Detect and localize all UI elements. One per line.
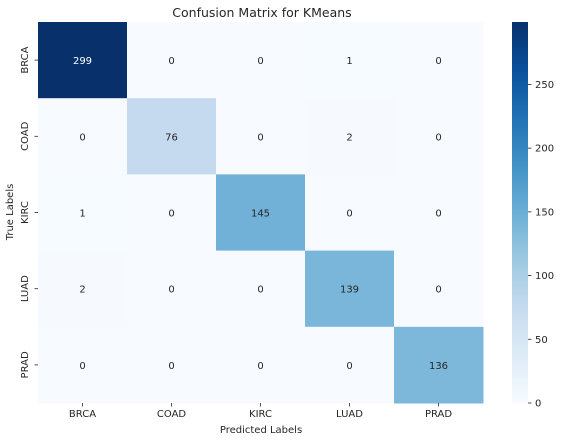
colorbar-tick-label: 100 [535,271,554,282]
x-axis-ticks: BRCA COAD KIRC LUAD PRAD [69,403,452,420]
heatmap-cell [127,22,217,99]
heatmap-cell [127,98,217,175]
x-tick-label: BRCA [69,409,96,420]
colorbar-tick-label: 250 [535,80,554,91]
x-tick-label: KIRC [249,409,272,420]
cell-value-label: 0 [168,361,174,372]
cell-value-label: 0 [79,361,85,372]
heatmap-cell [216,98,306,175]
cell-value-label: 0 [435,56,441,67]
cell-value-label: 0 [257,132,263,143]
heatmap-cell [38,98,128,175]
heatmap-cell [216,250,306,328]
colorbar-ticks: 0 50 100 150 200 250 [528,80,554,410]
x-tick-label: COAD [157,409,187,420]
y-tick-label: KIRC [20,201,31,224]
heatmap-cell [38,22,128,99]
heatmap-cell [38,174,128,252]
colorbar-tick-label: 200 [535,144,554,155]
cell-value-label: 0 [168,285,174,296]
heatmap-cell [216,174,306,252]
heatmap-cells [38,22,484,404]
cell-value-label: 2 [79,285,85,296]
colorbar-tick-label: 150 [535,207,554,218]
cell-value-label: 2 [346,132,352,143]
chart-title: Confusion Matrix for KMeans [172,5,351,20]
heatmap-cell [305,250,395,328]
heatmap-cell [394,326,484,404]
x-tick-label: LUAD [336,409,363,420]
y-axis-ticks: BRCA COAD KIRC LUAD PRAD [20,46,38,378]
heatmap-cell [305,22,395,99]
cell-value-label: 136 [429,361,448,372]
colorbar [512,22,528,403]
cell-value-label: 145 [251,209,270,220]
heatmap-cell [394,250,484,328]
colorbar-tick-label: 0 [535,399,541,410]
cell-value-label: 0 [257,56,263,67]
cell-value-label: 76 [165,132,178,143]
cell-value-label: 139 [340,285,359,296]
y-tick-label: LUAD [20,275,31,302]
heatmap-cell [38,326,128,404]
cell-value-label: 0 [257,285,263,296]
cell-value-label: 0 [79,132,85,143]
colorbar-tick-label: 50 [535,335,548,346]
heatmap-cell [216,326,306,404]
heatmap-cell-labels: 299 0 0 1 0 0 76 0 2 0 1 0 145 0 0 2 0 0 139 0 0 0 0 0 136 [73,56,448,372]
heatmap-cell [305,174,395,252]
heatmap-cell [394,98,484,175]
y-tick-label: COAD [20,121,31,151]
heatmap-cell [38,250,128,328]
cell-value-label: 299 [73,56,92,67]
heatmap-cell [127,326,217,404]
cell-value-label: 0 [168,209,174,220]
cell-value-label: 0 [346,361,352,372]
x-axis-label: Predicted Labels [220,425,302,436]
heatmap-cell [127,250,217,328]
x-tick-label: PRAD [425,409,452,420]
heatmap-cell [305,326,395,404]
cell-value-label: 0 [435,132,441,143]
heatmap-cell [394,22,484,99]
cell-value-label: 1 [346,56,352,67]
heatmap-cell [127,174,217,252]
heatmap-cell [394,174,484,252]
cell-value-label: 0 [435,285,441,296]
cell-value-label: 1 [79,209,85,220]
cell-value-label: 0 [435,209,441,220]
heatmap-cell [216,22,306,99]
cell-value-label: 0 [257,361,263,372]
y-tick-label: PRAD [20,351,31,378]
y-tick-label: BRCA [20,46,31,73]
heatmap-cell [305,98,395,175]
cell-value-label: 0 [346,209,352,220]
y-axis-label: True Labels [5,184,16,242]
cell-value-label: 0 [168,56,174,67]
